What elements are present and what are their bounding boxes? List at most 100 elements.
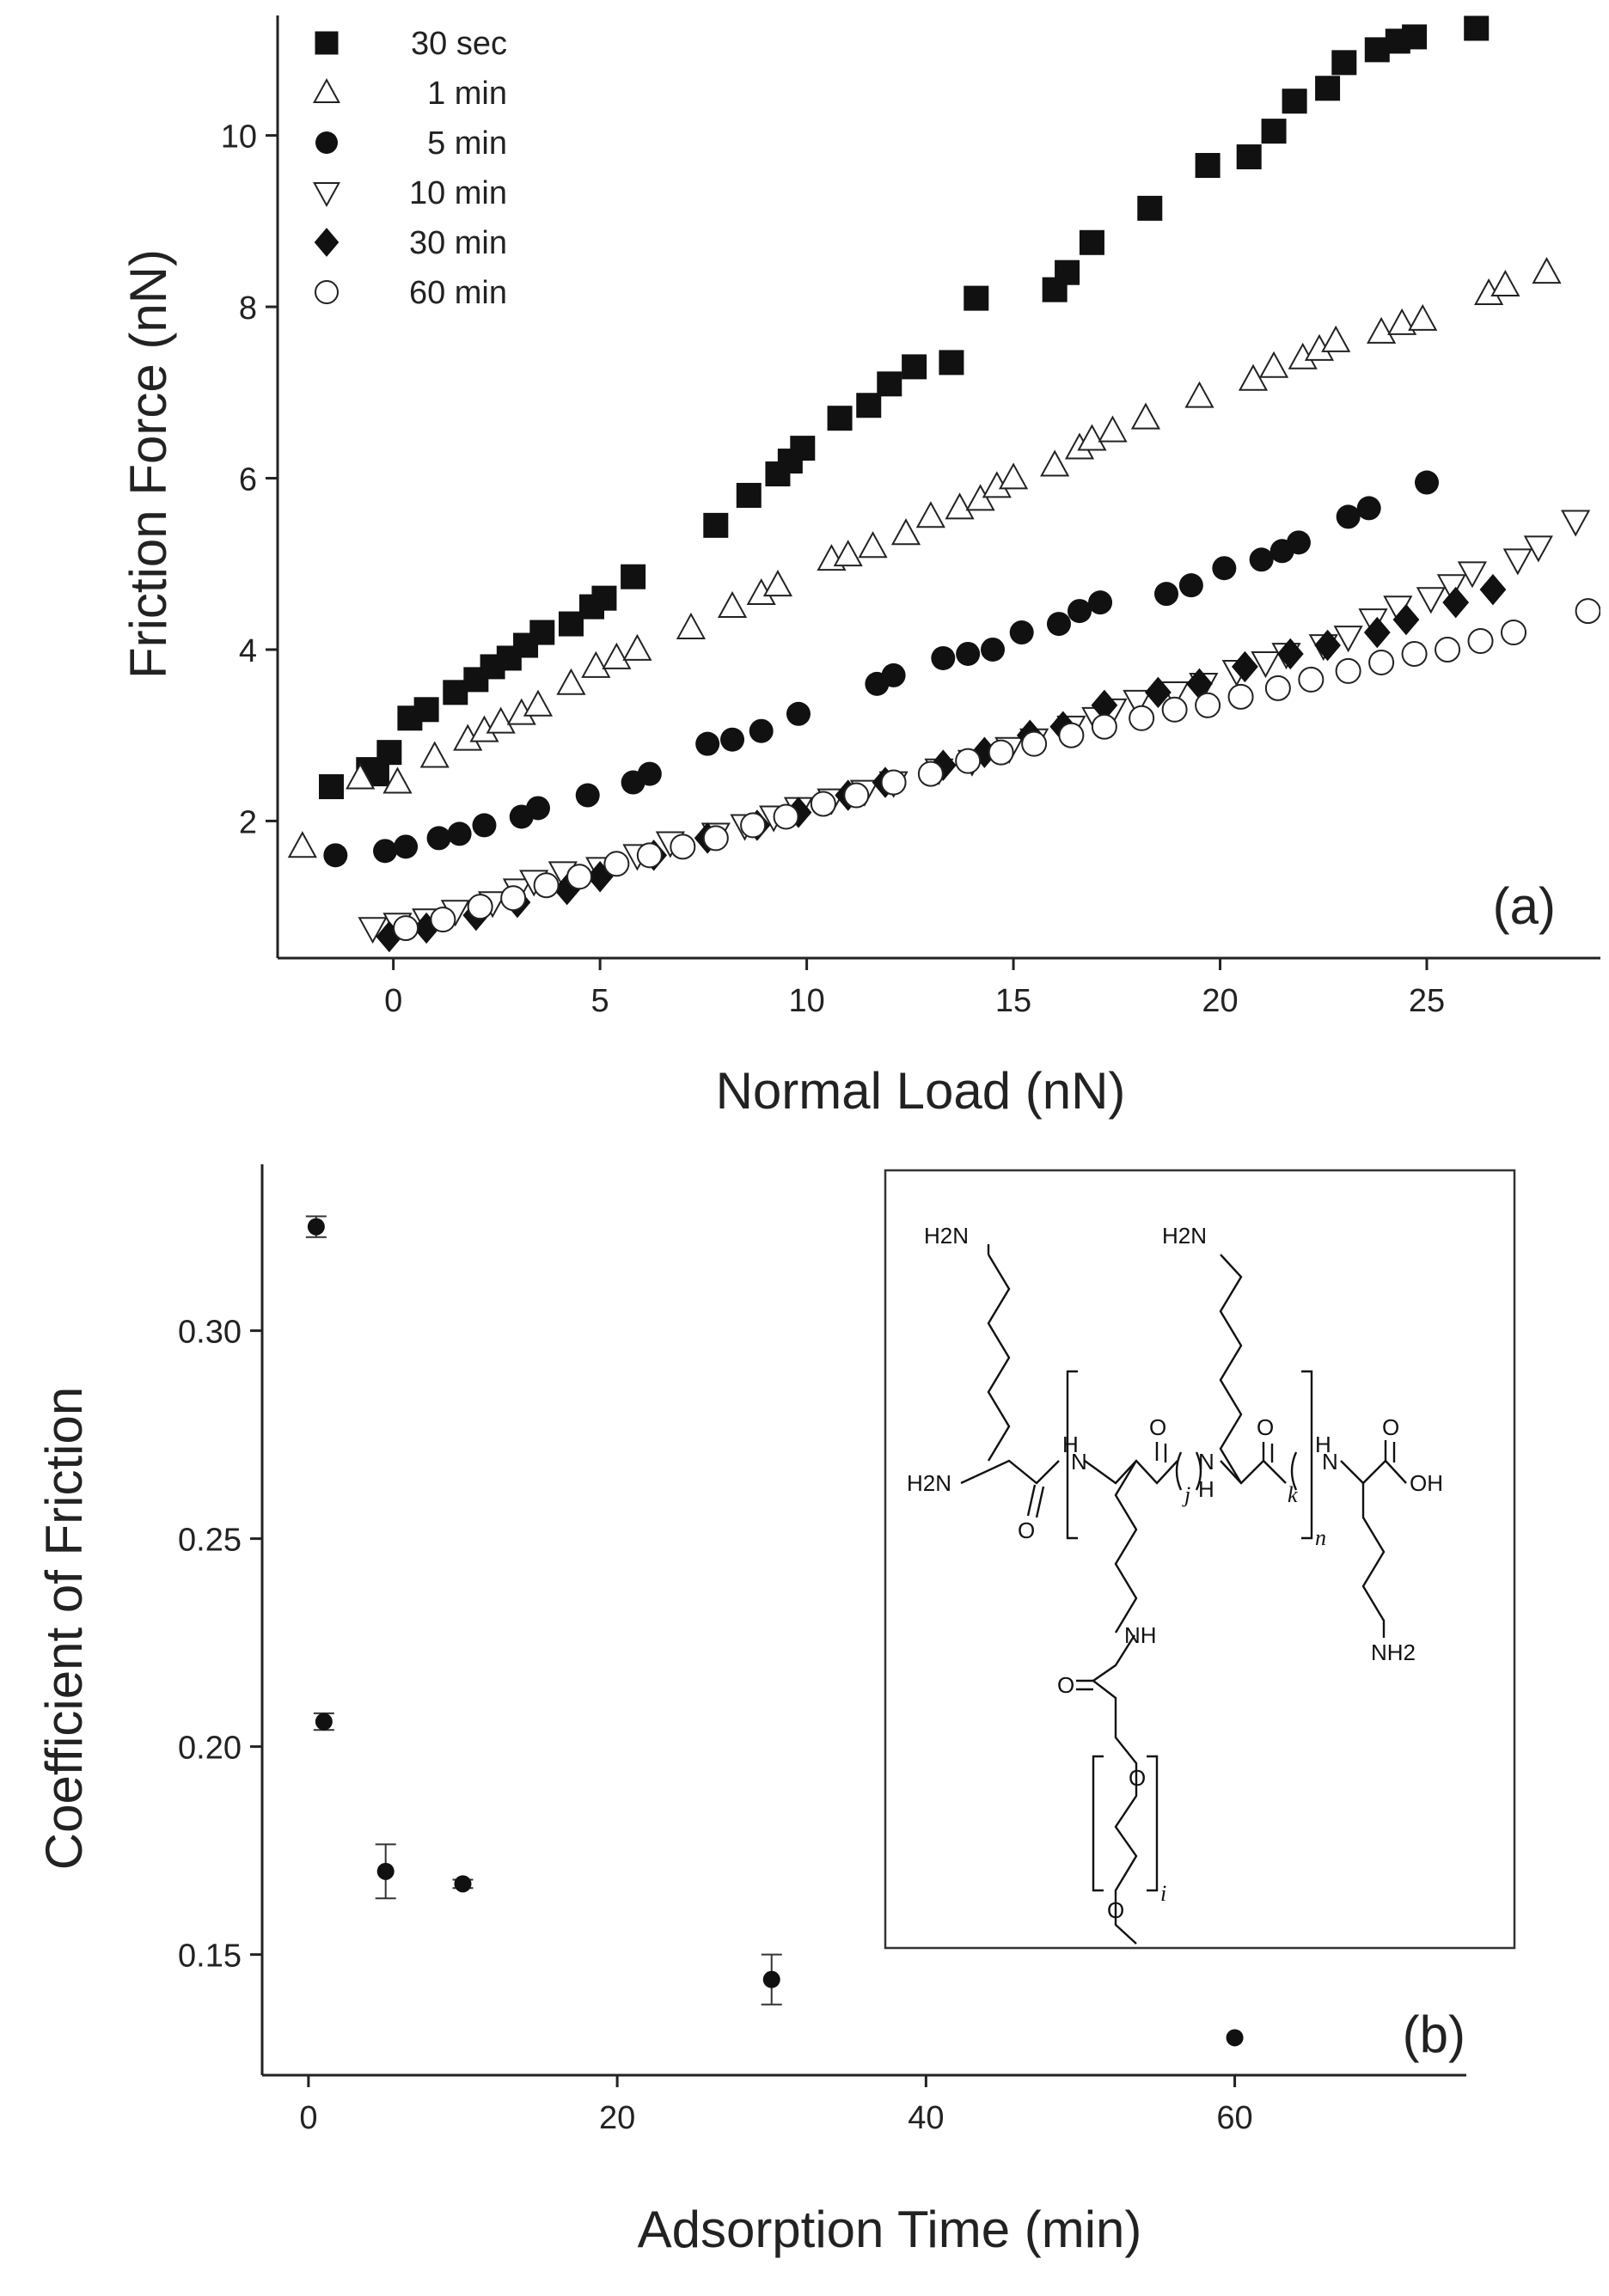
panel-a-point <box>1321 325 1351 352</box>
panel-b-point <box>454 1875 472 1893</box>
bond-terminal-backbone <box>1340 1459 1407 1485</box>
panel-a-point <box>1490 269 1520 297</box>
panel-a-point <box>676 612 707 639</box>
panel-a-axes <box>276 15 1600 960</box>
panel-a-point <box>373 839 398 864</box>
panel-a-point <box>525 796 550 821</box>
panel-a-point <box>1186 668 1213 700</box>
panel-a-point <box>1315 76 1341 101</box>
panel-a-point <box>1040 449 1070 477</box>
panel-a-point <box>1058 722 1085 748</box>
legend-item: 1 min <box>313 76 507 112</box>
panel-a-point <box>1479 573 1507 606</box>
panel-b-y-tick-label: 0.20 <box>178 1731 242 1767</box>
panel-a-point <box>856 393 882 418</box>
panel-b-x-axis-title: Adsorption Time (min) <box>638 2201 1142 2258</box>
panel-a-point <box>890 518 921 546</box>
panel-a-point <box>1227 683 1254 710</box>
panel-a-point <box>413 697 439 723</box>
panel-a-point <box>1314 629 1341 662</box>
paren-k-right <box>1290 1451 1298 1491</box>
panel-a-point <box>1184 381 1214 408</box>
bracket-right <box>1301 1370 1313 1540</box>
bond-left-carbonyl <box>1026 1484 1037 1517</box>
panel-b-point <box>376 1862 395 1880</box>
bracket-peg-right <box>1147 1755 1159 1892</box>
panel-a-point <box>1130 402 1161 430</box>
panel-a-point <box>472 813 497 838</box>
bond-left-backbone <box>960 1459 1060 1485</box>
panel-a-point <box>1356 496 1381 521</box>
panel-a-point <box>720 727 745 752</box>
panel-a-y-tick-label: 10 <box>221 119 257 156</box>
bond-peg-sidechain <box>1114 1460 1138 1633</box>
panel-a-point <box>382 766 413 794</box>
panel-a-point <box>1249 547 1274 572</box>
bond-left-sidechain <box>987 1254 1011 1462</box>
panel-a-point <box>717 590 748 619</box>
panel-a-point <box>1091 713 1117 740</box>
panel-a-point <box>1161 696 1188 723</box>
atom-o-peg-1: O <box>1129 1765 1146 1791</box>
panel-a-point <box>443 680 468 705</box>
panel-a-point <box>1046 612 1071 637</box>
panel-a-point <box>1079 229 1104 255</box>
atom-n-right: N <box>1322 1449 1338 1475</box>
panel-a-point <box>1416 587 1446 614</box>
atom-h-mid: H <box>1198 1476 1214 1502</box>
panel-a-point <box>902 354 927 380</box>
atom-o-carbonyl-left: O <box>1018 1517 1035 1543</box>
panel-a-point <box>1195 153 1221 179</box>
panel-a-point <box>981 637 1006 662</box>
atom-h-right: H <box>1315 1432 1331 1457</box>
panel-a-point <box>1251 651 1281 679</box>
panel-a-point <box>1502 548 1533 576</box>
panel-a-point <box>945 492 975 520</box>
panel-a-point <box>786 701 811 726</box>
panel-a-point <box>877 371 902 397</box>
panel-a-point <box>486 706 516 734</box>
panel-a-point <box>998 462 1029 490</box>
atom-nh-side: NH <box>1124 1622 1157 1648</box>
panel-a-point <box>1261 119 1287 144</box>
panel-a-point <box>749 718 774 743</box>
atom-n-bracket-left: N <box>1071 1449 1087 1475</box>
panel-a-point <box>827 406 853 431</box>
panel-a-x-tick-label: 20 <box>1202 983 1238 1019</box>
panel-a-point <box>988 739 1014 766</box>
panel-a-x-tick-label: 5 <box>591 983 609 1019</box>
panel-a-point <box>636 842 663 869</box>
panel-a-point <box>1231 650 1258 683</box>
panel-a-series-60-min <box>393 598 1600 942</box>
legend-label: 30 min <box>409 225 507 261</box>
legend-label: 30 sec <box>411 26 507 62</box>
panel-a-point <box>833 540 863 567</box>
panel-a-point <box>1178 573 1203 598</box>
bond-k-backbone <box>1220 1459 1287 1485</box>
panel-a-point <box>1387 308 1417 335</box>
panel-a-y-axis-title: Friction Force (nN) <box>119 249 177 679</box>
panel-a-point <box>1055 260 1080 285</box>
panel-a-point <box>426 826 451 851</box>
panel-a-point <box>1282 89 1307 114</box>
panel-a-point <box>931 645 956 670</box>
panel-a-point <box>358 917 388 944</box>
panel-a-y-tick-label: 6 <box>239 462 257 498</box>
panel-b-point <box>307 1218 325 1236</box>
panel-b-point <box>315 1713 333 1731</box>
panel-a-legend: 30 sec 1 min 5 min 10 min 30 min 60 min <box>313 26 507 311</box>
panel-a-point <box>1154 582 1179 607</box>
atom-h2n-top-mid: H2N <box>1162 1223 1207 1249</box>
panel-a-point <box>1331 50 1357 76</box>
panel-a-point <box>1501 620 1527 646</box>
panel-a-point <box>1333 626 1363 653</box>
panel-b-point <box>762 1970 780 1988</box>
panel-a-point <box>670 834 696 860</box>
bond-terminal-sidechain <box>1361 1483 1386 1638</box>
panel-a-x-tick-label: 10 <box>788 983 824 1019</box>
panel-a-point <box>586 861 614 893</box>
panel-b-point-group <box>1226 2029 1244 2047</box>
panel-a-data-points <box>287 15 1600 953</box>
panel-a-point <box>581 650 611 678</box>
atom-o-peg-2: O <box>1107 1897 1124 1923</box>
